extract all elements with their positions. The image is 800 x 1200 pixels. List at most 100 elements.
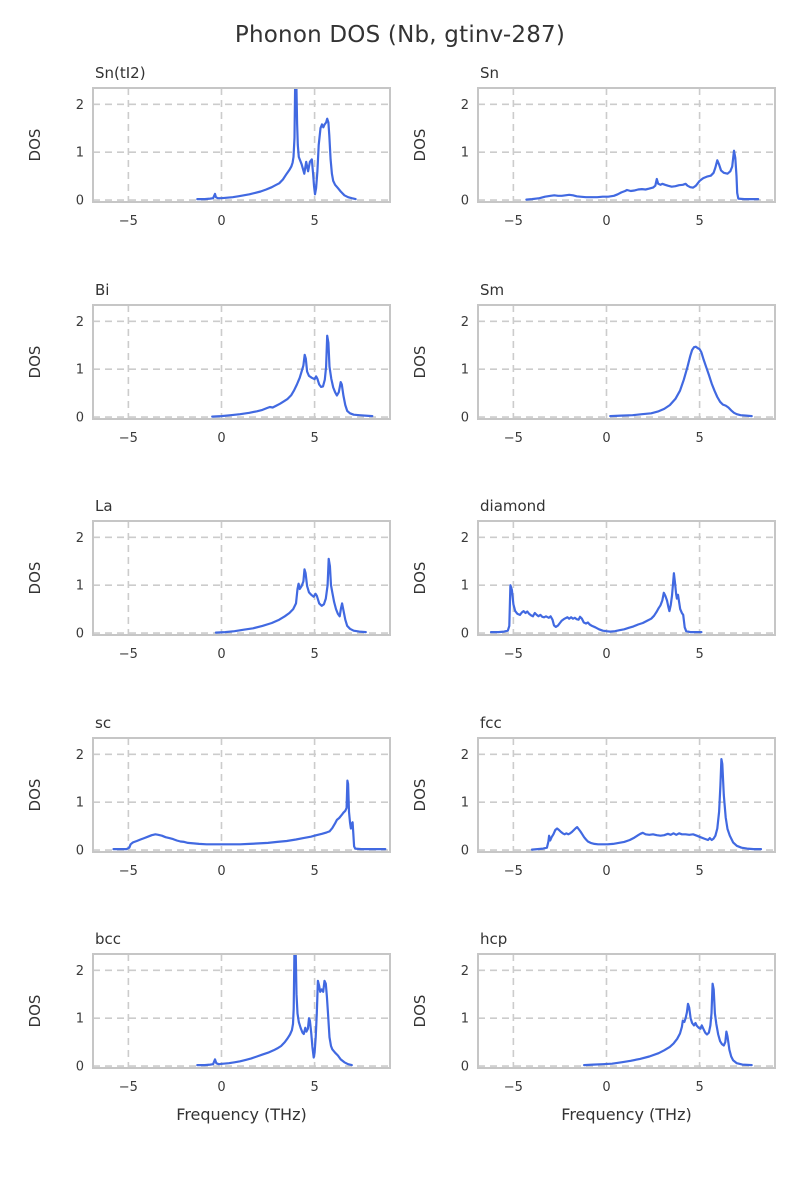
y-axis-label: DOS [411, 345, 429, 378]
axes-spines [477, 953, 776, 1069]
y-axis-label: DOS [411, 995, 429, 1028]
y-axis-label: DOS [26, 995, 44, 1028]
subplot-title: Sn(tI2) [95, 64, 146, 82]
y-tick-label: 2 [76, 747, 84, 762]
x-tick-label: −5 [504, 431, 523, 446]
dos-curve [525, 149, 760, 201]
subplot-canvas: La 0 1 2 −5 0 5 DOS [26, 497, 391, 662]
axes-background [478, 304, 775, 419]
y-tick-label: 0 [76, 1060, 84, 1075]
x-tick-label: 0 [602, 647, 610, 662]
subplot-canvas: Bi 0 1 2 −5 0 5 DOS [26, 281, 391, 446]
subplot-canvas: Sm 0 1 2 −5 0 5 DOS [411, 281, 776, 446]
x-tick-label: 5 [695, 1080, 703, 1095]
subplot-sn: Sn 0 1 2 −5 0 5 DOS [408, 58, 788, 268]
y-tick-label: 1 [461, 795, 469, 810]
y-tick-label: 1 [76, 146, 84, 161]
dos-curve [211, 334, 374, 418]
x-tick-label: 5 [310, 647, 318, 662]
x-tick-label: 0 [217, 214, 225, 229]
x-tick-label: 0 [217, 1080, 225, 1095]
axes-spines [92, 87, 391, 203]
y-tick-label: 0 [461, 627, 469, 642]
y-axis-label: DOS [26, 562, 44, 595]
dos-curve [214, 557, 367, 634]
x-tick-label: −5 [504, 647, 523, 662]
x-tick-label: −5 [119, 431, 138, 446]
subplot-sn-ti2-: Sn(tI2) 0 1 2 −5 0 5 DOS [23, 58, 403, 268]
axes-spines [92, 953, 391, 1069]
subplot-title: Sn [480, 64, 499, 82]
subplot-title: sc [95, 714, 111, 732]
axes-background [93, 954, 390, 1068]
y-tick-label: 0 [461, 410, 469, 425]
dos-curve [530, 757, 763, 851]
y-tick-label: 1 [76, 579, 84, 594]
y-tick-label: 0 [76, 843, 84, 858]
x-tick-label: −5 [119, 214, 138, 229]
axes-background [93, 304, 390, 419]
x-tick-label: −5 [119, 1080, 138, 1095]
x-tick-label: 5 [695, 214, 703, 229]
x-tick-label: 0 [217, 431, 225, 446]
x-tick-label: 0 [602, 431, 610, 446]
y-tick-label: 2 [76, 964, 84, 979]
x-tick-label: 5 [695, 431, 703, 446]
y-tick-label: 0 [461, 843, 469, 858]
y-tick-label: 1 [461, 579, 469, 594]
x-axis-label: Frequency (THz) [561, 1105, 691, 1124]
x-tick-label: 5 [310, 1080, 318, 1095]
subplot-sc: sc 0 1 2 −5 0 5 DOS [23, 708, 403, 918]
subplot-canvas: bcc 0 1 2 −5 0 5 DOS Frequency (THz) [26, 930, 391, 1124]
y-tick-label: 0 [76, 627, 84, 642]
dos-curve [196, 954, 353, 1067]
x-tick-label: 0 [602, 214, 610, 229]
dos-curve [196, 88, 357, 201]
subplot-canvas: fcc 0 1 2 −5 0 5 DOS [411, 714, 776, 879]
subplot-la: La 0 1 2 −5 0 5 DOS [23, 491, 403, 701]
y-tick-label: 2 [76, 314, 84, 329]
subplot-canvas: Sn(tI2) 0 1 2 −5 0 5 DOS [26, 64, 391, 229]
subplot-canvas: sc 0 1 2 −5 0 5 DOS [26, 714, 391, 879]
subplot-fcc: fcc 0 1 2 −5 0 5 DOS [408, 708, 788, 918]
y-tick-label: 0 [76, 194, 84, 209]
x-tick-label: −5 [504, 1080, 523, 1095]
axes-background [93, 88, 390, 202]
x-tick-label: 5 [310, 864, 318, 879]
y-axis-label: DOS [411, 129, 429, 162]
axes-background [478, 521, 775, 635]
y-tick-label: 2 [76, 531, 84, 546]
subplot-canvas: Sn 0 1 2 −5 0 5 DOS [411, 64, 776, 229]
subplot-canvas: diamond 0 1 2 −5 0 5 DOS [411, 497, 776, 662]
y-tick-label: 2 [76, 98, 84, 113]
axes-spines [477, 736, 776, 853]
x-axis-label: Frequency (THz) [176, 1105, 306, 1124]
subplot-title: fcc [480, 714, 502, 732]
axes-spines [92, 303, 391, 420]
subplot-title: La [95, 497, 113, 515]
axes-background [478, 954, 775, 1068]
subplot-sm: Sm 0 1 2 −5 0 5 DOS [408, 275, 788, 485]
y-tick-label: 2 [461, 747, 469, 762]
x-tick-label: 5 [695, 647, 703, 662]
axes-spines [477, 303, 776, 420]
axes-spines [477, 87, 776, 203]
axes-spines [92, 520, 391, 636]
y-tick-label: 2 [461, 314, 469, 329]
x-tick-label: 0 [217, 864, 225, 879]
y-tick-label: 2 [461, 964, 469, 979]
y-tick-label: 1 [76, 795, 84, 810]
x-tick-label: 0 [602, 864, 610, 879]
x-tick-label: −5 [119, 647, 138, 662]
subplot-bi: Bi 0 1 2 −5 0 5 DOS [23, 275, 403, 485]
x-tick-label: 5 [695, 864, 703, 879]
dos-curve [489, 572, 703, 634]
x-tick-label: −5 [504, 214, 523, 229]
figure-title: Phonon DOS (Nb, gtinv-287) [234, 22, 566, 48]
dos-curve [583, 982, 753, 1067]
x-tick-label: 5 [310, 431, 318, 446]
y-tick-label: 0 [461, 194, 469, 209]
subplot-title: Bi [95, 281, 109, 299]
y-tick-label: 1 [461, 146, 469, 161]
